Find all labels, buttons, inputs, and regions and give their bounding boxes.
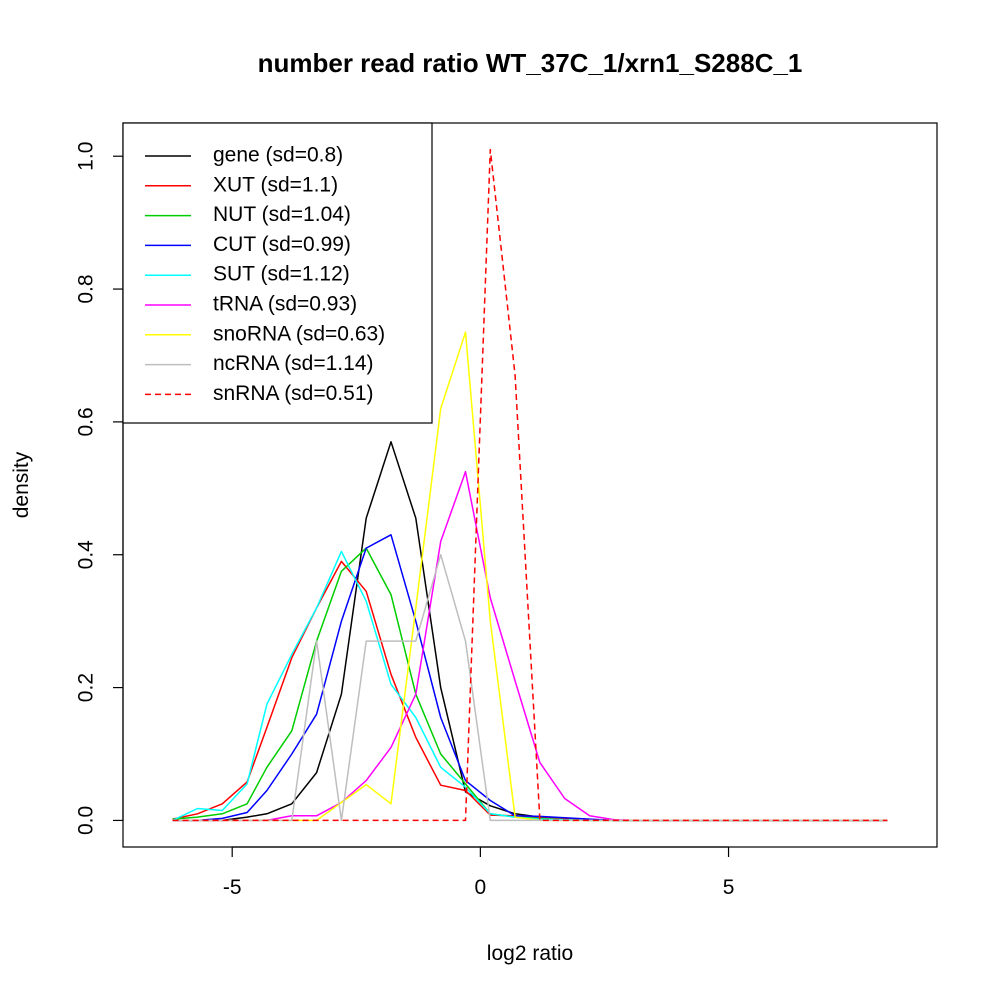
legend-label: ncRNA (sd=1.14) xyxy=(213,352,374,375)
series-line-8 xyxy=(172,148,888,822)
series-line-4 xyxy=(172,550,888,822)
legend-label: XUT (sd=1.1) xyxy=(213,173,338,196)
series-line-7 xyxy=(172,553,888,822)
legend-label: snRNA (sd=0.51) xyxy=(213,382,374,405)
series-line-2 xyxy=(172,547,888,822)
legend-label: NUT (sd=1.04) xyxy=(213,203,351,226)
y-axis-label: density xyxy=(10,451,33,518)
x-axis: -5 0 5 xyxy=(223,846,735,899)
y-tick-label: 0.6 xyxy=(75,407,98,436)
y-axis: 0.0 0.2 0.4 0.6 0.8 1.0 xyxy=(75,142,124,835)
legend-label: snoRNA (sd=0.63) xyxy=(213,322,385,345)
series-line-0 xyxy=(172,441,888,822)
chart-title: number read ratio WT_37C_1/xrn1_S288C_1 xyxy=(258,48,803,78)
y-tick-label: 0.0 xyxy=(75,806,98,835)
y-tick-label: 0.8 xyxy=(75,274,98,303)
y-tick-label: 0.2 xyxy=(75,673,98,702)
legend-label: gene (sd=0.8) xyxy=(213,144,343,167)
x-tick-label: 5 xyxy=(723,876,735,899)
x-tick-label: -5 xyxy=(223,876,242,899)
x-tick-label: 0 xyxy=(475,876,487,899)
series-line-1 xyxy=(172,560,888,822)
x-axis-label: log2 ratio xyxy=(487,942,573,965)
series-layer xyxy=(172,148,888,822)
legend: gene (sd=0.8) XUT (sd=1.1) NUT (sd=1.04) CU… xyxy=(122,122,433,424)
y-tick-label: 1.0 xyxy=(75,142,98,171)
legend-label: SUT (sd=1.12) xyxy=(213,263,350,286)
legend-box xyxy=(122,122,433,424)
legend-label: CUT (sd=0.99) xyxy=(213,233,351,256)
legend-label: tRNA (sd=0.93) xyxy=(213,293,357,316)
y-tick-label: 0.4 xyxy=(75,540,98,570)
